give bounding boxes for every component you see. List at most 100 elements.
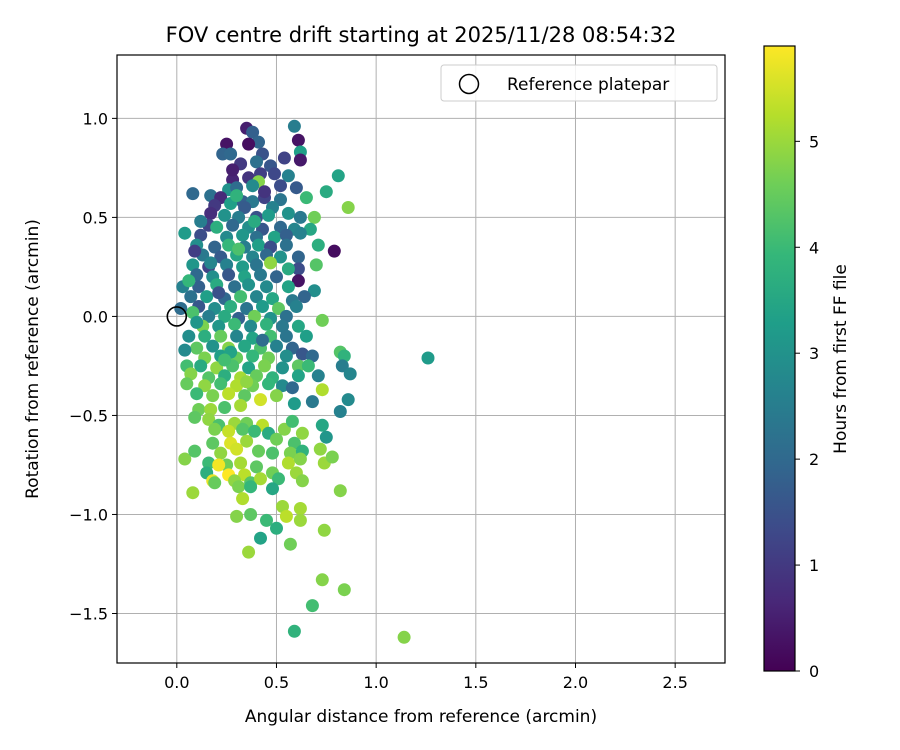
y-axis-ticks: 1.0 0.5 0.0 −0.5 −1.0 −1.5: [69, 109, 117, 623]
colorbar-label: Hours from first FF file: [831, 264, 851, 454]
data-point: [313, 442, 327, 456]
data-point: [256, 333, 269, 347]
data-point: [240, 302, 254, 315]
data-point: [210, 361, 224, 375]
data-point: [277, 422, 291, 436]
data-point: [204, 206, 218, 220]
data-point: [268, 167, 281, 181]
data-point: [289, 300, 303, 313]
data-point: [248, 214, 261, 228]
data-point: [256, 300, 269, 313]
data-point: [270, 521, 283, 535]
data-point: [333, 484, 347, 498]
data-point: [252, 238, 265, 252]
data-point: [252, 444, 265, 458]
data-point: [180, 377, 194, 391]
data-point: [279, 309, 293, 323]
data-point: [305, 349, 319, 363]
colorbar-tick-label: 4: [809, 238, 819, 257]
data-point: [285, 414, 299, 428]
x-tick-label: 1.5: [463, 673, 488, 692]
data-point: [248, 309, 261, 323]
data-point: [299, 191, 313, 205]
colorbar-tick-label: 2: [809, 450, 819, 469]
data-point: [264, 256, 277, 270]
legend-box: [440, 64, 718, 102]
data-point: [188, 410, 202, 424]
data-point: [281, 206, 295, 220]
data-point: [202, 456, 216, 470]
data-point: [234, 456, 248, 470]
data-point: [266, 482, 279, 496]
data-point: [218, 401, 232, 414]
data-point: [250, 290, 263, 304]
data-point: [293, 452, 307, 466]
colorbar: 0 1 2 3 4 5 Hours from first FF file: [763, 45, 851, 681]
data-point: [188, 244, 202, 258]
data-point: [186, 486, 200, 500]
data-point: [202, 309, 216, 323]
data-point: [230, 509, 244, 523]
data-point: [327, 244, 341, 258]
data-point: [289, 181, 303, 195]
data-point: [260, 513, 273, 527]
data-point: [230, 189, 244, 203]
data-point: [274, 250, 287, 264]
data-point: [222, 424, 236, 438]
legend: Reference platepar: [440, 64, 718, 102]
data-point: [234, 290, 248, 304]
data-point: [232, 480, 246, 494]
data-point: [295, 347, 309, 361]
data-point: [272, 472, 285, 486]
data-point: [240, 375, 254, 389]
data-point: [246, 179, 260, 193]
data-point: [190, 387, 204, 401]
data-point: [277, 151, 291, 165]
data-point: [206, 339, 220, 353]
data-point: [178, 226, 192, 240]
data-point: [238, 201, 252, 214]
data-point: [222, 387, 236, 401]
y-tick-label: −1.5: [69, 604, 108, 623]
data-point: [258, 359, 271, 373]
data-point: [305, 395, 319, 409]
data-point: [283, 537, 297, 551]
data-point: [254, 531, 267, 545]
data-point: [337, 583, 351, 597]
data-point: [305, 599, 319, 613]
data-point: [341, 201, 355, 214]
data-point: [274, 179, 287, 193]
data-point: [186, 187, 200, 201]
data-point: [242, 137, 256, 151]
data-point: [218, 208, 232, 222]
data-point: [291, 369, 305, 383]
data-point: [315, 418, 329, 432]
data-point: [236, 492, 250, 506]
data-point: [315, 313, 329, 327]
data-point: [236, 260, 250, 274]
data-point: [262, 208, 275, 222]
chart-title: FOV centre drift starting at 2025/11/28 …: [166, 23, 677, 47]
data-point: [279, 349, 293, 363]
data-point: [212, 286, 226, 300]
data-point: [319, 185, 333, 199]
scatter-points: [174, 119, 435, 644]
data-point: [325, 450, 339, 464]
data-point: [182, 274, 196, 288]
data-point: [202, 412, 216, 426]
data-point: [283, 446, 297, 460]
data-point: [281, 262, 295, 276]
data-point: [232, 242, 246, 256]
data-point: [230, 442, 244, 456]
data-point: [279, 238, 293, 252]
data-point: [238, 389, 252, 403]
data-point: [198, 329, 212, 343]
x-tick-label: 2.5: [662, 673, 687, 692]
data-point: [333, 405, 347, 418]
data-point: [208, 422, 222, 436]
legend-marker-icon: [458, 73, 480, 95]
data-point: [234, 399, 248, 412]
data-point: [307, 210, 321, 224]
data-point: [224, 147, 238, 161]
